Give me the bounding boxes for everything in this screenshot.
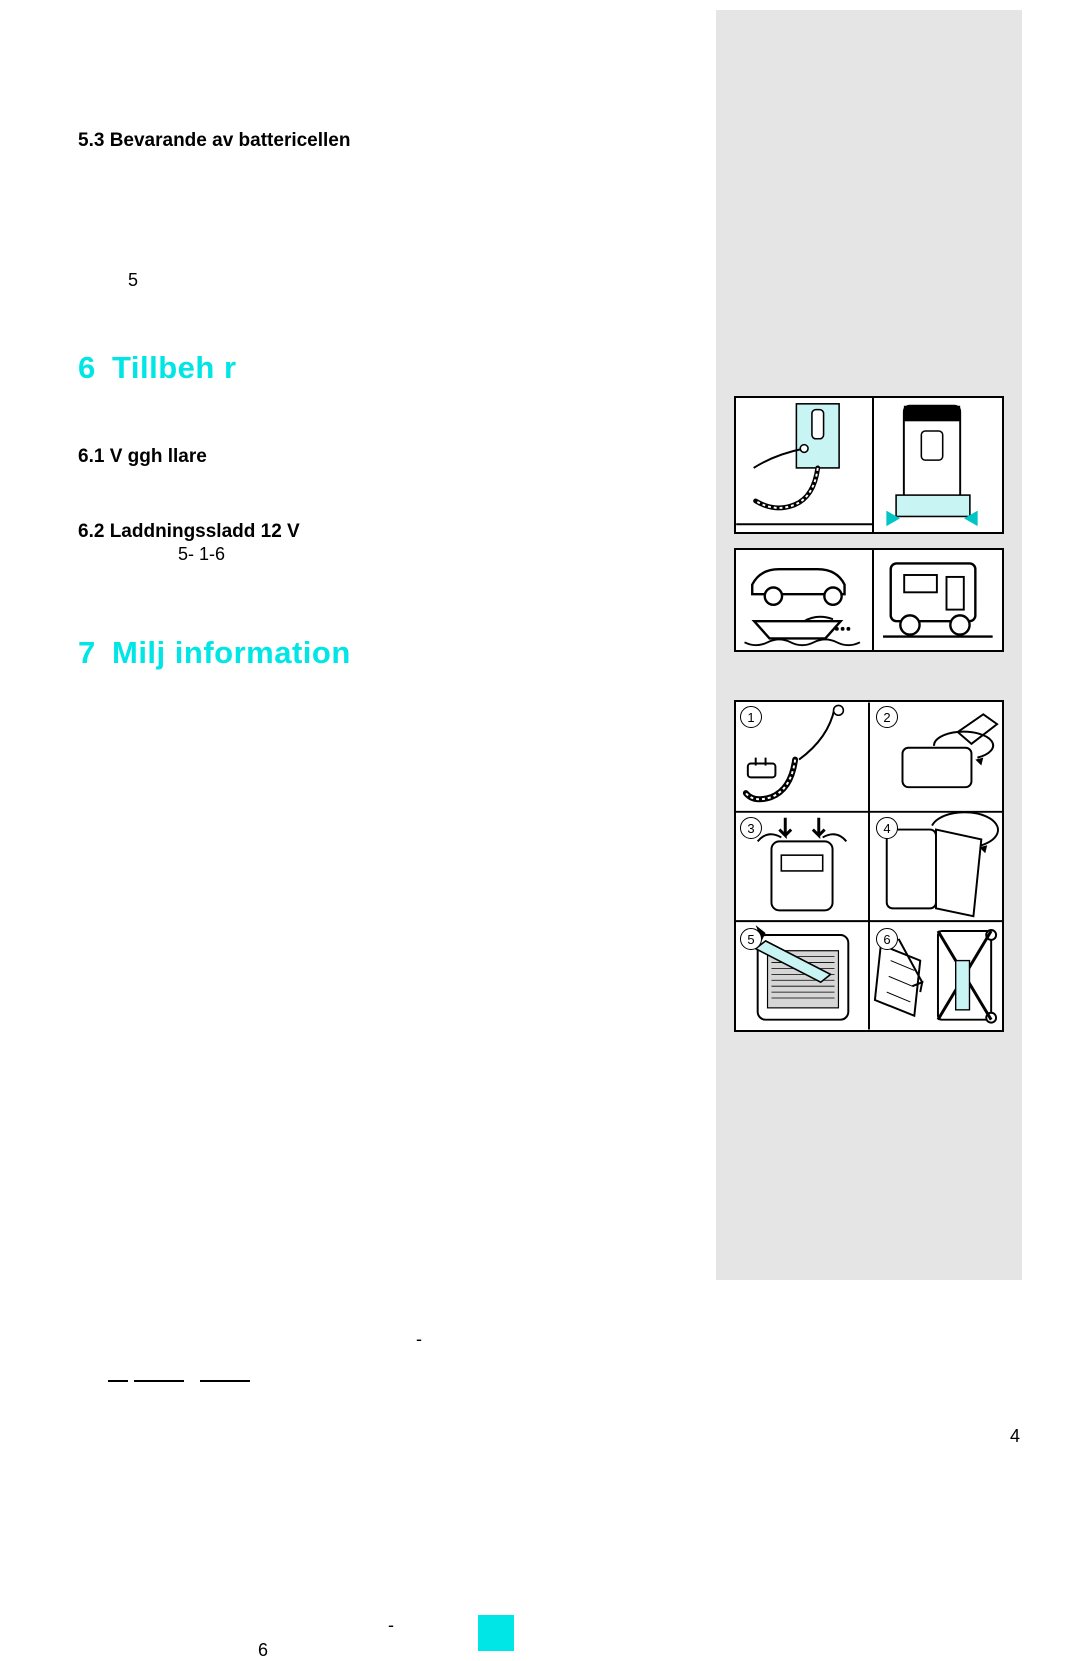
num-5: 5 <box>128 270 138 290</box>
right-illustration-panel: 1 2 3 4 5 6 <box>716 10 1022 1280</box>
step-4-icon <box>887 812 998 916</box>
section-7: 7Milj information - xxxxxxxxxxxxxxxx xxx… <box>78 635 538 1161</box>
illustration-wall-holder <box>734 396 1004 534</box>
heading-6-2: 6.2 Laddningssladd 12 V <box>78 521 528 543</box>
step-label-1: 1 <box>740 706 762 728</box>
dash-1: - <box>416 1329 422 1350</box>
step-2-icon <box>902 714 997 787</box>
chapter-7-title: 7Milj information <box>78 635 538 671</box>
step-3-icon <box>758 818 847 911</box>
underline-c <box>200 1380 250 1382</box>
section-6: 6Tillbeh r 6.1 V ggh llare xxxxxxxxxxxx … <box>78 350 528 588</box>
underline-a <box>108 1380 128 1382</box>
step-label-6: 6 <box>876 928 898 950</box>
illustration-battery-removal: 1 2 3 4 5 6 <box>734 700 1004 1032</box>
step-label-4: 4 <box>876 817 898 839</box>
page-number: 4 <box>1010 1426 1020 1447</box>
step-label-5: 5 <box>740 928 762 950</box>
camper-icon <box>874 550 1002 650</box>
wall-holder-icon <box>736 398 872 532</box>
body-7b: xxxxxxxxxxx xxxxxxxxxxxxx xxxx xx xxxxxx… <box>78 977 538 1161</box>
chapter-6-title: 6Tillbeh r <box>78 350 528 386</box>
section-6-2: 6.2 Laddningssladd 12 V xxxxxxxx xx 5- 1… <box>78 521 528 588</box>
heading-6-1: 6.1 V ggh llare <box>78 446 528 468</box>
body-6-2: xxxxxxxx xx 5- 1-6 xxxxxxxxxxxx xxxxxxxx… <box>78 543 528 588</box>
cyan-square-icon <box>478 1615 514 1651</box>
heading-5-3: 5.3 Bevarande av battericellen <box>78 130 528 152</box>
step-label-3: 3 <box>740 817 762 839</box>
step-label-2: 2 <box>876 706 898 728</box>
inline-num-6: 6 <box>258 1640 268 1661</box>
shaver-in-holder-icon <box>874 398 1002 532</box>
section-5-3: 5.3 Bevarande av battericellen xxxxxxxx … <box>78 130 528 292</box>
dash-2: - <box>388 1615 394 1636</box>
illustration-vehicles <box>734 548 1004 652</box>
section-6-1: 6.1 V ggh llare xxxxxxxxxxxx xxx xxx xxx… <box>78 446 528 491</box>
body-6-1: xxxxxxxxxxxx xxx xxx xxxxxxxxxxx <box>78 468 528 491</box>
underline-b <box>134 1380 184 1382</box>
car-boat-icon <box>736 550 872 650</box>
body-7a: xxxxxxxxxxxxxxxx xxxxxxxx xx xxxxxxx xxx… <box>78 683 538 821</box>
step-5-icon <box>756 925 849 1020</box>
body-5-3: xxxxxxxx xxxxxxxxxxx xxxxxxxxx xx xxxxxx… <box>78 154 528 292</box>
